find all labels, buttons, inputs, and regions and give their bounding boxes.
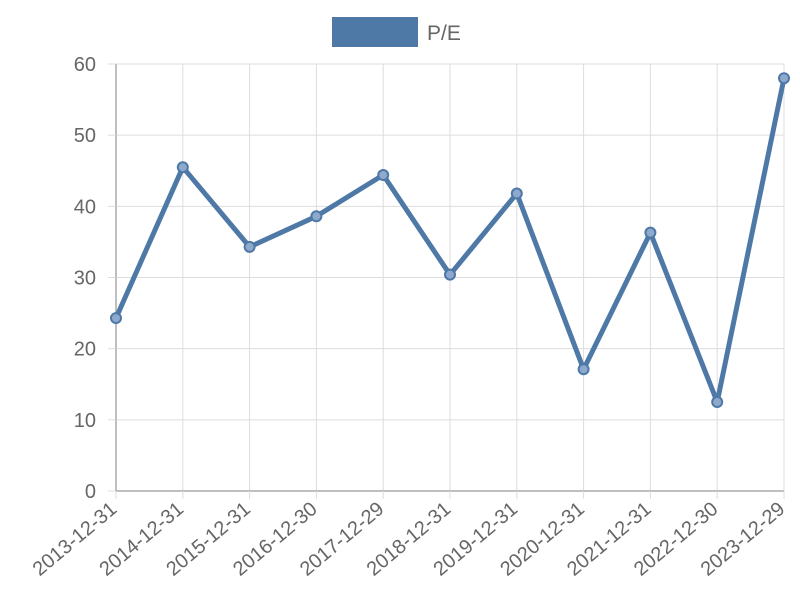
data-point[interactable]	[644, 226, 657, 239]
y-tick-label: 60	[74, 54, 96, 76]
legend-label-pe: P/E	[427, 22, 461, 45]
data-point[interactable]	[778, 72, 790, 85]
data-point[interactable]	[110, 312, 122, 325]
legend-swatch-pe	[332, 17, 418, 47]
x-axis-ticks: 2013-12-312014-12-312015-12-312016-12-30…	[29, 491, 789, 581]
data-point[interactable]	[444, 268, 456, 281]
data-point[interactable]	[510, 187, 523, 200]
y-tick-label: 50	[74, 125, 96, 147]
y-tick-label: 20	[74, 339, 96, 361]
y-tick-label: 10	[74, 410, 96, 432]
y-axis-ticks: 0 10 20 30 40 50 60	[74, 54, 116, 503]
data-point[interactable]	[176, 161, 189, 174]
data-point[interactable]	[310, 210, 323, 223]
legend: P/E	[332, 17, 461, 47]
data-point[interactable]	[243, 240, 256, 253]
series-pe	[110, 72, 790, 409]
y-tick-label: 40	[74, 196, 96, 218]
y-tick-label: 30	[74, 268, 96, 290]
data-point[interactable]	[711, 396, 724, 409]
data-point[interactable]	[377, 169, 390, 182]
data-point[interactable]	[577, 363, 590, 376]
y-tick-label: 0	[85, 481, 96, 503]
gridlines	[116, 63, 785, 491]
